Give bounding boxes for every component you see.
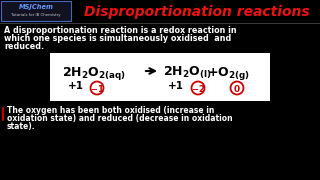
Text: $\mathbf{+ O_{2(g)}}$: $\mathbf{+ O_{2(g)}}$ xyxy=(207,65,250,82)
Text: $\mathbf{2H_2O_{2(aq)}}$: $\mathbf{2H_2O_{2(aq)}}$ xyxy=(62,65,126,82)
Text: reduced.: reduced. xyxy=(4,42,44,51)
Text: oxidation state) and reduced (decrease in oxidation: oxidation state) and reduced (decrease i… xyxy=(7,114,233,123)
Text: $\mathbf{2H_2O_{(l)}}$: $\mathbf{2H_2O_{(l)}}$ xyxy=(163,65,212,81)
Text: $\mathbf{-2}$: $\mathbf{-2}$ xyxy=(191,82,205,93)
Text: +1: +1 xyxy=(68,81,84,91)
Text: $\mathbf{0}$: $\mathbf{0}$ xyxy=(233,82,241,93)
Text: The oxygen has been both oxidised (increase in: The oxygen has been both oxidised (incre… xyxy=(7,106,214,115)
FancyBboxPatch shape xyxy=(1,1,71,21)
Text: which one species is simultaneously oxidised  and: which one species is simultaneously oxid… xyxy=(4,34,231,43)
FancyBboxPatch shape xyxy=(50,53,270,101)
Text: +1: +1 xyxy=(168,81,184,91)
Text: Tutorials for IB Chemistry: Tutorials for IB Chemistry xyxy=(11,13,61,17)
Text: MSJChem: MSJChem xyxy=(19,4,53,10)
Text: $\mathbf{-1}$: $\mathbf{-1}$ xyxy=(90,82,104,93)
Text: A disproportionation reaction is a redox reaction in: A disproportionation reaction is a redox… xyxy=(4,26,236,35)
Text: Disproportionation reactions: Disproportionation reactions xyxy=(84,5,310,19)
Text: state).: state). xyxy=(7,122,36,131)
